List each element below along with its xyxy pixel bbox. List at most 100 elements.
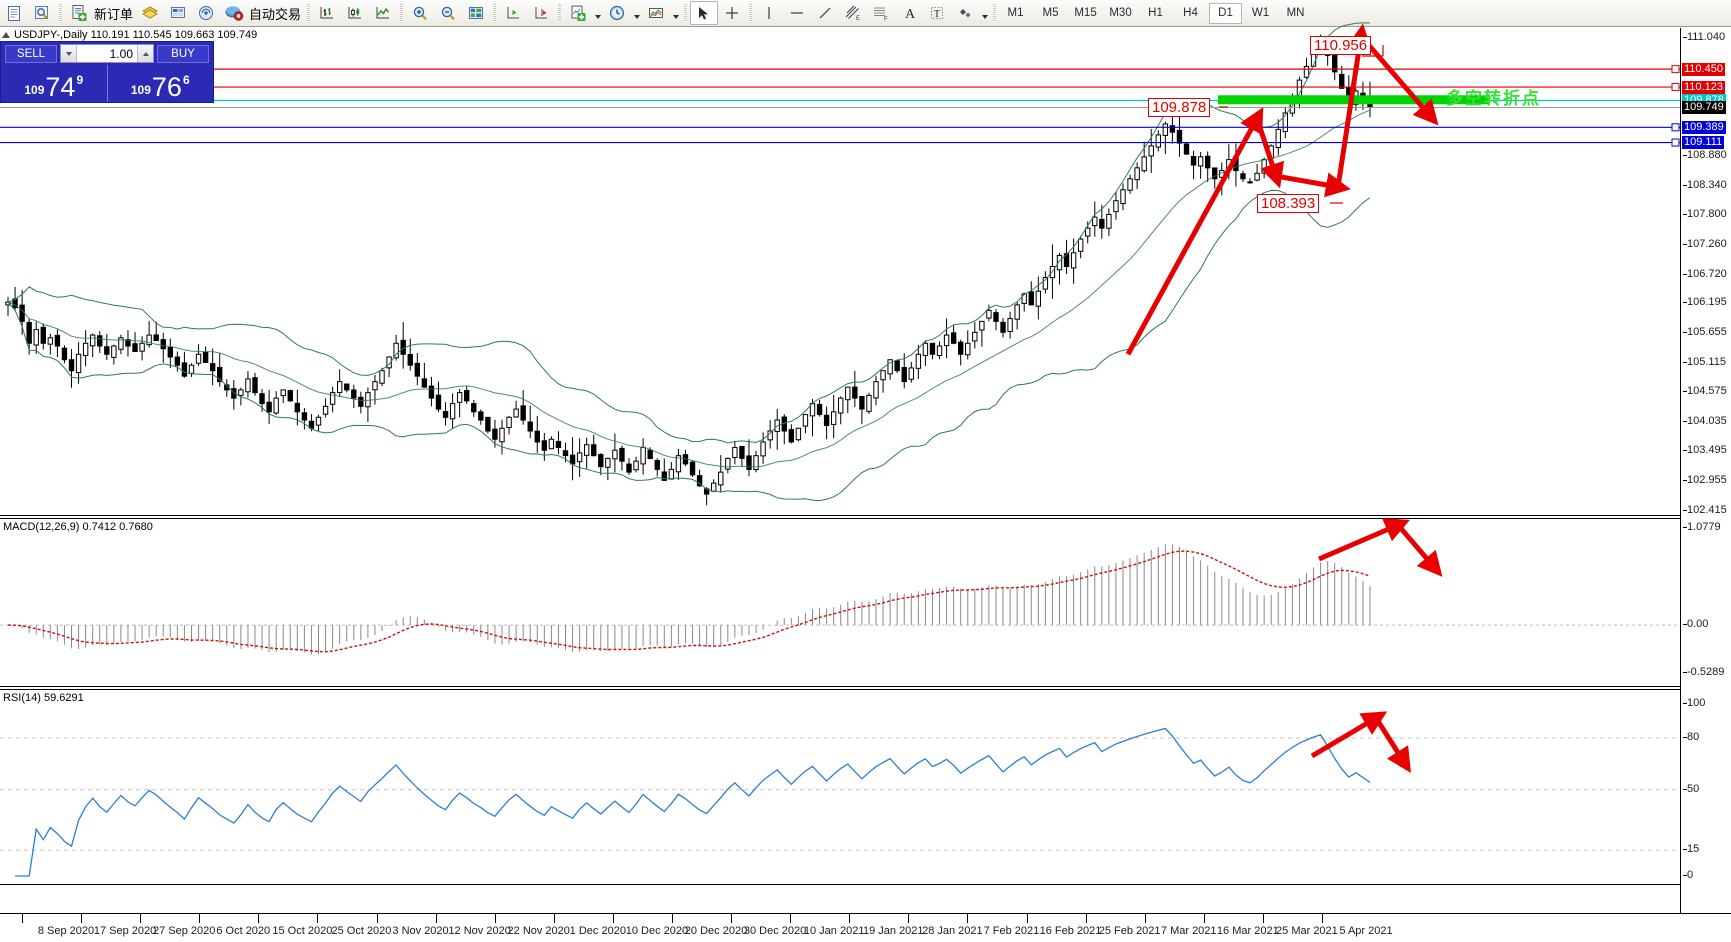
date-axis-gridmark (731, 914, 733, 923)
price-axis-box-order[interactable]: 110.123 (1682, 80, 1725, 94)
new-order-label[interactable]: 新订单 (94, 6, 134, 22)
order-panel-prices: 109 74 9 109 76 6 (1, 65, 213, 102)
objects-chevron-down-icon[interactable] (979, 2, 990, 24)
volume-stepper[interactable]: 1.00 (60, 44, 154, 63)
date-axis-gridmark (553, 914, 555, 923)
periods-chevron-down-icon[interactable] (631, 2, 642, 24)
zoom-in-icon[interactable] (406, 1, 434, 25)
macd-canvas (0, 518, 1680, 655)
rsi-label: RSI(14) 59.6291 (3, 692, 84, 704)
timeframe-m1[interactable]: M1 (1007, 7, 1024, 19)
date-axis-tick: 16 Mar 2021 (1216, 925, 1279, 937)
data-window-icon[interactable] (462, 1, 490, 25)
volume-input[interactable]: 1.00 (109, 47, 133, 61)
timeframe-m5[interactable]: M5 (1042, 7, 1059, 19)
objects-list-icon[interactable] (951, 1, 979, 25)
auto-scroll-icon[interactable] (527, 1, 555, 25)
volume-decrement-button[interactable] (61, 45, 77, 62)
one-click-trading-panel[interactable]: SELL 1.00 BUY 109 74 9 109 76 6 (0, 41, 214, 103)
rsi-axis-tick: 50 (1683, 783, 1699, 795)
timeframe-w1[interactable]: W1 (1251, 7, 1270, 19)
strategy-tester-icon[interactable] (164, 1, 192, 25)
date-axis-tick: 6 Oct 2020 (216, 925, 271, 937)
buy-button[interactable]: BUY (157, 44, 209, 63)
date-axis-gridmark (790, 914, 792, 923)
crosshair-icon[interactable] (718, 1, 746, 25)
price-axis-box-order[interactable]: 109.111 (1682, 136, 1725, 150)
equidistant-channel-icon[interactable]: E (839, 1, 867, 25)
date-axis-tick: 1 Dec 2020 (569, 925, 626, 937)
price-axis-tick: 104.035 (1683, 415, 1727, 427)
cursor-icon[interactable] (690, 1, 719, 25)
line-chart-icon[interactable] (369, 1, 397, 25)
rsi-axis-tick: 0 (1683, 869, 1693, 881)
toolbar-separator-3 (397, 3, 406, 23)
horizontal-line-icon[interactable] (783, 1, 811, 25)
zoom-out-icon[interactable] (434, 1, 462, 25)
vertical-line-icon[interactable] (755, 1, 783, 25)
chart-collapse-icon[interactable] (2, 31, 10, 38)
new-window-icon[interactable] (0, 1, 28, 25)
date-axis-tick: 25 Feb 2021 (1098, 925, 1161, 937)
date-axis[interactable]: 8 Sep 2020 17 Sep 2020 27 Sep 2020 6 Oct 20… (0, 913, 1731, 942)
svg-text:T: T (934, 8, 941, 20)
date-axis-tick: 16 Feb 2021 (1039, 925, 1102, 937)
timeframe-m15[interactable]: M15 (1074, 7, 1097, 19)
periods-clock-icon[interactable] (603, 1, 631, 25)
trendline-icon[interactable] (811, 1, 839, 25)
expert-advisors-icon[interactable] (136, 1, 164, 25)
date-axis-gridmark (1144, 914, 1146, 923)
timeframe-h1[interactable]: H1 (1148, 7, 1163, 19)
timeframe-h4[interactable]: H4 (1183, 7, 1198, 19)
date-axis-gridmark (672, 914, 673, 923)
svg-text:F: F (884, 17, 888, 23)
date-axis-gridmark (258, 914, 260, 923)
volume-increment-button[interactable] (137, 45, 153, 62)
text-label-icon[interactable]: T (923, 1, 951, 25)
templates-chevron-down-icon[interactable] (670, 2, 681, 24)
timeframe-d1[interactable]: D1 (1209, 2, 1243, 24)
autotrading-icon[interactable] (220, 1, 248, 25)
timeframe-m30[interactable]: M30 (1109, 7, 1132, 19)
chart-symbol-text: USDJPY-,Daily 110.191 110.545 109.663 10… (14, 28, 258, 41)
signals-icon[interactable] (192, 1, 220, 25)
annotation-chinese-note[interactable]: 多空转折点 (1446, 89, 1541, 108)
macd-label: MACD(12,26,9) 0.7412 0.7680 (3, 521, 153, 533)
new-order-icon[interactable] (65, 1, 93, 25)
annotation-low-label[interactable]: 108.393 (1257, 194, 1320, 213)
sell-price-main: 74 (45, 72, 76, 102)
chart-shift-icon[interactable] (499, 1, 527, 25)
price-axis[interactable]: 111.040 108.880 108.340 107.800 107.260 106.7… (1680, 28, 1731, 913)
date-axis-gridmark (849, 914, 851, 923)
buy-price-prefix: 109 (130, 83, 151, 97)
market-watch-icon[interactable] (28, 1, 56, 25)
date-axis-tick: 7 Feb 2021 (983, 925, 1040, 937)
macd-pane[interactable]: MACD(12,26,9) 0.7412 0.7680 (0, 518, 1680, 687)
buy-price[interactable]: 109 76 6 (108, 65, 214, 102)
price-axis-box-order[interactable]: 109.389 (1682, 120, 1726, 134)
sell-button[interactable]: SELL (5, 44, 57, 63)
price-pane[interactable] (0, 22, 1680, 516)
candlestick-chart-icon[interactable] (341, 1, 369, 25)
sell-price[interactable]: 109 74 9 (1, 65, 108, 102)
chart-symbol-header: USDJPY-,Daily 110.191 110.545 109.663 10… (0, 28, 257, 41)
fibonacci-retracement-icon[interactable]: F (867, 1, 895, 25)
add-indicator-icon[interactable] (564, 1, 592, 25)
price-axis-box-order[interactable]: 110.450 (1682, 62, 1725, 76)
date-axis-gridmark (81, 914, 83, 923)
date-axis-gridmark (1203, 914, 1205, 923)
annotation-high-label[interactable]: 110.956 (1310, 36, 1372, 55)
date-axis-gridmark (908, 914, 910, 923)
date-axis-gridmark (140, 914, 142, 923)
annotation-level-label[interactable]: 109.878 (1148, 98, 1211, 117)
date-axis-tick: 8 Sep 2020 (37, 925, 95, 937)
text-icon[interactable]: A (895, 1, 923, 25)
price-axis-box-bid[interactable]: 109.749 (1682, 101, 1726, 115)
add-indicator-chevron-down-icon[interactable] (592, 2, 603, 24)
rsi-pane[interactable]: RSI(14) 59.6291 (0, 689, 1680, 885)
price-axis-tick: 108.880 (1683, 149, 1727, 161)
autotrading-label[interactable]: 自动交易 (249, 6, 302, 22)
bar-chart-icon[interactable] (313, 1, 341, 25)
timeframe-mn[interactable]: MN (1286, 7, 1305, 19)
templates-icon[interactable] (642, 1, 670, 25)
